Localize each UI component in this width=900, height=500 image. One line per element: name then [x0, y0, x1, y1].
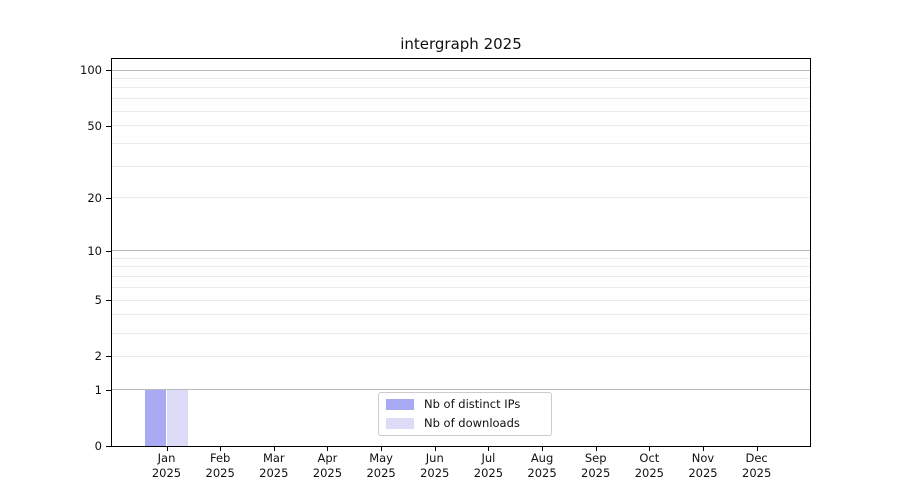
y-gridline-minor [112, 142, 810, 144]
x-axis-tick-label: Oct 2025 [634, 451, 664, 480]
x-tick-mark [595, 447, 597, 451]
y-axis-tick-label: 10 [87, 243, 102, 258]
y-gridline-minor [112, 314, 810, 316]
y-gridline-minor [112, 332, 810, 334]
y-gridline-minor [112, 98, 810, 100]
x-tick-mark [434, 447, 436, 451]
x-axis-tick-label: Apr 2025 [312, 451, 343, 480]
x-tick-mark [166, 447, 168, 451]
y-axis-tick-label: 1 [94, 382, 102, 397]
x-tick-mark [488, 447, 490, 451]
y-tick-mark [106, 389, 111, 391]
x-axis-tick-label: Feb 2025 [205, 451, 235, 480]
legend-swatch-distinct-ips [386, 399, 414, 411]
y-tick-mark [106, 446, 111, 447]
y-gridline-minor [112, 355, 810, 357]
y-gridline-major [112, 69, 810, 71]
y-gridline-major [112, 389, 810, 391]
y-axis-tick-label: 2 [94, 349, 102, 364]
y-axis-tick-label: 20 [87, 190, 102, 205]
x-axis-tick-label: Aug 2025 [527, 451, 557, 480]
x-tick-mark [703, 447, 704, 451]
x-tick-mark [327, 447, 329, 451]
x-axis-tick-label: Nov 2025 [688, 451, 718, 480]
y-tick-mark [106, 70, 111, 71]
x-axis-tick-label: Dec 2025 [742, 451, 772, 480]
x-tick-mark [756, 447, 758, 451]
y-gridline-minor [112, 266, 810, 268]
y-axis-tick-label: 5 [94, 293, 102, 308]
legend-swatch-downloads [386, 417, 414, 429]
y-gridline-minor [112, 197, 810, 199]
y-tick-mark [106, 300, 111, 302]
y-gridline-major [112, 250, 810, 252]
plot-area [106, 59, 810, 451]
y-gridline-minor [112, 286, 810, 288]
legend-item-downloads: Nb of downloads [386, 415, 551, 430]
x-axis-tick-label: Jul 2025 [473, 451, 504, 480]
chart-title: intergraph 2025 [400, 35, 522, 53]
legend-label-distinct-ips: Nb of distinct IPs [424, 397, 521, 412]
y-gridline-minor [112, 77, 810, 79]
y-tick-mark [106, 250, 111, 252]
bar-downloads [166, 389, 189, 446]
y-tick-mark [106, 197, 111, 199]
x-tick-mark [381, 447, 383, 451]
legend-label-downloads: Nb of downloads [424, 415, 520, 430]
y-tick-mark [106, 356, 111, 358]
x-tick-mark [273, 447, 275, 451]
y-gridline-minor [112, 110, 810, 112]
x-axis-tick-label: May 2025 [366, 451, 396, 480]
x-tick-mark [220, 447, 222, 451]
y-gridline-minor [112, 165, 810, 167]
y-gridline-minor [112, 125, 810, 127]
legend-item-distinct-ips: Nb of distinct IPs [386, 398, 551, 411]
y-axis-tick-label: 0 [94, 439, 102, 453]
legend: Nb of distinct IPs Nb of downloads [378, 392, 552, 436]
x-axis-tick-label: Mar 2025 [259, 451, 289, 480]
y-axis-tick-label: 100 [80, 63, 102, 77]
y-gridline-minor [112, 299, 810, 301]
y-tick-mark [106, 125, 111, 127]
x-tick-mark [649, 447, 651, 451]
x-axis-tick-label: Jan 2025 [151, 451, 182, 480]
x-axis-tick-label: Jun 2025 [420, 451, 450, 480]
y-gridline-minor [112, 257, 810, 259]
y-axis-tick-label: 50 [87, 118, 102, 133]
y-gridline-minor [112, 276, 810, 278]
x-tick-mark [542, 447, 544, 451]
x-axis-tick-label: Sep 2025 [581, 451, 611, 480]
bar-distinct-ips [144, 389, 167, 446]
y-gridline-minor [112, 87, 810, 89]
